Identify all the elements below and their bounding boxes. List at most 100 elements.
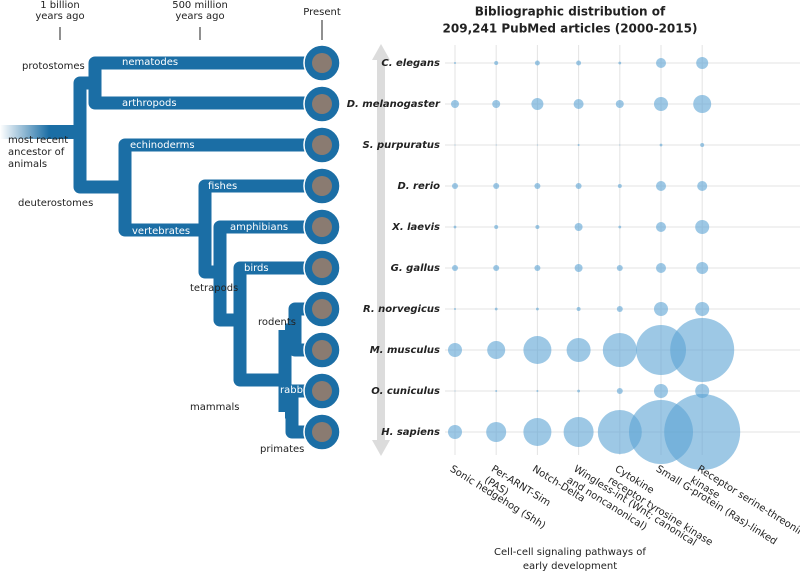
clade-label: fishes [208,181,237,192]
species-icon-inner [312,135,332,155]
clade-label: rabbits [280,385,315,396]
bubble [696,262,709,274]
bubble [493,183,500,189]
bubble [566,338,591,362]
clade-label: ancestor of [8,147,65,158]
bubble [494,61,499,65]
branch [118,138,305,237]
bubble [574,264,583,272]
bubble [619,144,621,146]
species-name: G. gallus [391,263,440,274]
arrow [372,44,390,456]
bubble [597,410,642,454]
chart-title: Bibliographic distribution of [475,5,666,19]
bubble [576,60,582,66]
bubble [452,183,458,189]
branch [198,179,305,279]
bubble [563,417,594,447]
bubble [615,100,624,108]
bubble [493,265,500,271]
clade-label: deuterostomes [18,198,93,209]
root-branch [0,125,82,139]
species-icon-inner [312,340,332,360]
bubble [575,183,582,189]
species-name: C. elegans [381,58,440,69]
species-icon-inner [312,422,332,442]
bubble [535,307,539,311]
bubble [454,62,456,64]
clade-label: mammals [190,402,239,413]
species-name: O. cuniculus [371,386,440,397]
bubble [494,307,498,311]
bubble [523,336,552,364]
bubble [534,60,540,66]
species-icon-inner [312,217,332,237]
bubble [654,384,668,398]
bubble [454,144,456,146]
time-label: Present [303,7,341,18]
bubble [454,390,456,392]
bubble [697,181,708,191]
time-label: years ago [175,11,224,22]
bubble [494,225,499,229]
bubble [664,394,741,470]
species-icon-inner [312,53,332,73]
bubble [618,225,622,229]
bubble [693,95,712,113]
bubble [487,341,506,359]
bubble [616,265,623,271]
bubble [659,143,663,147]
bubble [656,222,666,232]
time-label: 500 million [172,0,228,11]
bubble [535,225,540,229]
species-name: S. purpuratus [363,140,441,151]
x-axis-label: early development [523,561,617,572]
bubble [618,61,622,65]
species-name: R. norvegicus [363,304,440,315]
bubble [577,389,581,393]
species-name: D. rerio [397,181,440,192]
bubble [573,99,584,109]
species-icon-inner [312,94,332,114]
bubble [451,100,459,108]
bubble [492,100,501,108]
bubble [670,318,735,382]
species-name: H. sapiens [381,427,440,438]
bubble [695,220,710,234]
arrow-shaft [377,58,385,442]
bubble [495,390,498,392]
x-axis-label: Cell-cell signaling pathways of [494,547,646,558]
branch [213,220,305,327]
bubble [602,333,637,367]
clade-label: animals [8,159,47,170]
clade-label: birds [244,263,269,274]
clade-label: protostomes [22,61,85,72]
time-label: 1 billion [40,0,79,11]
bubble [495,144,497,146]
clade-label: rodents [258,317,296,328]
species-icon-inner [312,381,332,401]
clade-label: amphibians [230,222,288,233]
bubble [448,425,462,439]
species-name: M. musculus [370,345,440,356]
bubble [531,98,544,110]
branch [278,302,305,439]
clade-label: echinoderms [130,140,195,151]
clade-label: primates [260,444,304,455]
bubble [654,302,668,316]
clade-label: vertebrates [132,226,190,237]
clade-label: arthropods [122,98,177,109]
chart-title: 209,241 PubMed articles (2000-2015) [443,22,698,36]
tree [0,20,323,439]
clade-label: nematodes [122,57,178,68]
bubble [616,306,623,312]
species-icon-inner [312,176,332,196]
bubble [574,223,583,231]
time-label: years ago [35,11,84,22]
bubble [452,265,458,271]
bubble [654,97,668,111]
bubble [454,308,456,310]
bubble [536,390,539,392]
species-name: X. laevis [391,222,440,233]
